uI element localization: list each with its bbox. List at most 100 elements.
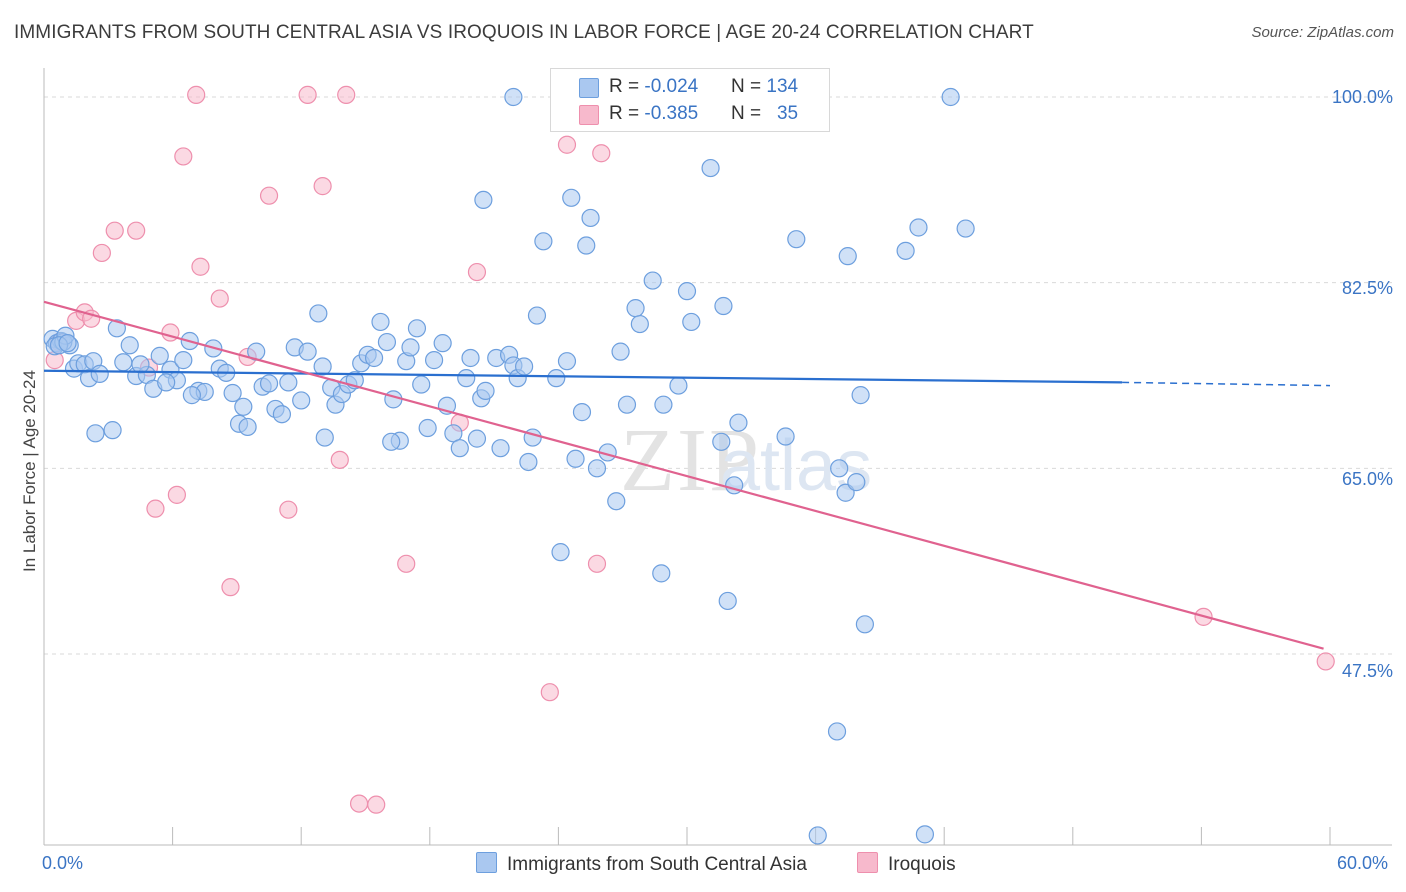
south-central-asia-point xyxy=(424,351,444,370)
south-central-asia-point xyxy=(838,247,857,266)
south-central-asia-point xyxy=(669,376,688,395)
iroquois-point xyxy=(349,794,369,813)
south-central-asia-point xyxy=(58,334,77,353)
blue-n-value: 134 xyxy=(766,76,799,97)
south-central-asia-point xyxy=(238,417,257,437)
iroquois-point xyxy=(259,186,279,205)
y-tick-label-82-5: 82.5% xyxy=(1341,278,1393,298)
south-central-asia-point xyxy=(461,348,480,368)
iroquois-point xyxy=(210,289,229,308)
chart-title: IMMIGRANTS FROM SOUTH CENTRAL ASIA VS IR… xyxy=(14,22,1034,43)
south-central-asia-point xyxy=(851,386,870,405)
south-central-asia-point xyxy=(776,427,795,446)
south-central-asia-point xyxy=(120,336,139,355)
south-central-asia-point xyxy=(896,241,915,260)
y-tick-label-47-5: 47.5% xyxy=(1341,661,1393,681)
south-central-asia-point xyxy=(407,319,427,338)
south-central-asia-point xyxy=(107,319,126,338)
pink-trend-line xyxy=(43,300,1324,650)
south-central-asia-point xyxy=(855,615,874,634)
south-central-asia-point xyxy=(223,383,242,403)
south-central-asia-point xyxy=(313,357,332,376)
south-central-asia-point xyxy=(909,218,928,237)
south-central-asia-point xyxy=(150,346,169,365)
south-central-asia-point xyxy=(712,432,731,451)
south-central-asia-point xyxy=(364,348,384,368)
south-central-asia-point xyxy=(515,357,534,376)
south-central-asia-point xyxy=(279,373,298,392)
south-central-asia-point xyxy=(377,332,397,352)
south-central-asia-point xyxy=(652,564,671,583)
iroquois-point xyxy=(337,85,356,104)
south-central-asia-point xyxy=(714,296,733,316)
blue-r-value: -0.024 xyxy=(644,76,699,97)
x-tick-label-max: 60.0% xyxy=(1337,853,1389,873)
south-central-asia-point xyxy=(956,219,975,238)
iroquois-point xyxy=(367,795,386,814)
iroquois-point xyxy=(587,554,607,573)
south-central-asia-point xyxy=(433,334,452,353)
south-central-asia-point xyxy=(114,353,133,372)
south-central-asia-point xyxy=(371,312,390,332)
iroquois-point xyxy=(313,177,332,196)
iroquois-point xyxy=(540,683,559,702)
source-label: Source: ZipAtlas.com xyxy=(1251,24,1394,41)
iroquois-point xyxy=(330,450,349,469)
south-central-asia-point xyxy=(617,395,637,414)
south-central-asia-point xyxy=(547,369,566,388)
pink-legend-icon xyxy=(857,852,878,873)
south-central-asia-point xyxy=(174,351,193,370)
pink-n-value: 35 xyxy=(776,103,799,124)
blue-swatch-icon xyxy=(579,78,599,98)
legend-row-pink: R = -0.385 N = 35 xyxy=(551,101,829,127)
south-central-asia-point xyxy=(418,418,437,438)
x-tick-label-min: 0.0% xyxy=(42,853,84,873)
bottom-legend-pink: Iroquois xyxy=(857,852,956,876)
iroquois-point xyxy=(127,221,146,240)
iroquois-point xyxy=(191,257,210,276)
iroquois-point xyxy=(1316,652,1335,671)
iroquois-point xyxy=(592,144,611,163)
south-central-asia-point xyxy=(476,381,495,400)
blue-legend-icon xyxy=(476,852,497,873)
south-central-asia-point xyxy=(467,429,487,448)
south-central-asia-point xyxy=(941,87,960,107)
iroquois-point xyxy=(105,221,124,240)
south-central-asia-point xyxy=(787,230,806,249)
pink-r-value: -0.385 xyxy=(644,103,699,124)
south-central-asia-point xyxy=(259,374,279,393)
south-central-asia-point xyxy=(382,432,401,451)
y-tick-label-65: 65.0% xyxy=(1341,469,1393,489)
iroquois-point xyxy=(298,85,317,104)
trend-lines xyxy=(43,300,1331,650)
south-central-asia-point xyxy=(915,825,935,844)
south-central-asia-point xyxy=(581,208,600,228)
south-central-asia-point xyxy=(682,312,701,332)
blue-trend-line xyxy=(43,369,1123,384)
south-central-asia-point xyxy=(551,543,570,562)
south-central-asia-point xyxy=(729,413,748,432)
south-central-asia-point xyxy=(384,390,403,409)
iroquois-point xyxy=(557,135,577,154)
south-central-asia-points xyxy=(43,86,975,845)
bottom-legend-blue: Immigrants from South Central Asia xyxy=(476,852,807,876)
south-central-asia-point xyxy=(292,391,311,410)
south-central-asia-point xyxy=(527,306,547,325)
south-central-asia-point xyxy=(808,826,827,845)
south-central-asia-point xyxy=(519,452,538,472)
grid xyxy=(44,96,1392,655)
iroquois-point xyxy=(467,262,487,282)
south-central-asia-point xyxy=(566,449,585,468)
south-central-asia-point xyxy=(607,492,626,511)
south-central-asia-point xyxy=(315,428,334,447)
south-central-asia-point xyxy=(534,232,553,251)
iroquois-point xyxy=(279,500,298,519)
axes xyxy=(43,68,1392,846)
south-central-asia-point xyxy=(562,188,581,207)
south-central-asia-point xyxy=(90,364,109,384)
south-central-asia-point xyxy=(504,87,523,107)
south-central-asia-point xyxy=(131,355,150,374)
iroquois-point xyxy=(187,85,206,104)
pink-swatch-icon xyxy=(579,105,599,125)
